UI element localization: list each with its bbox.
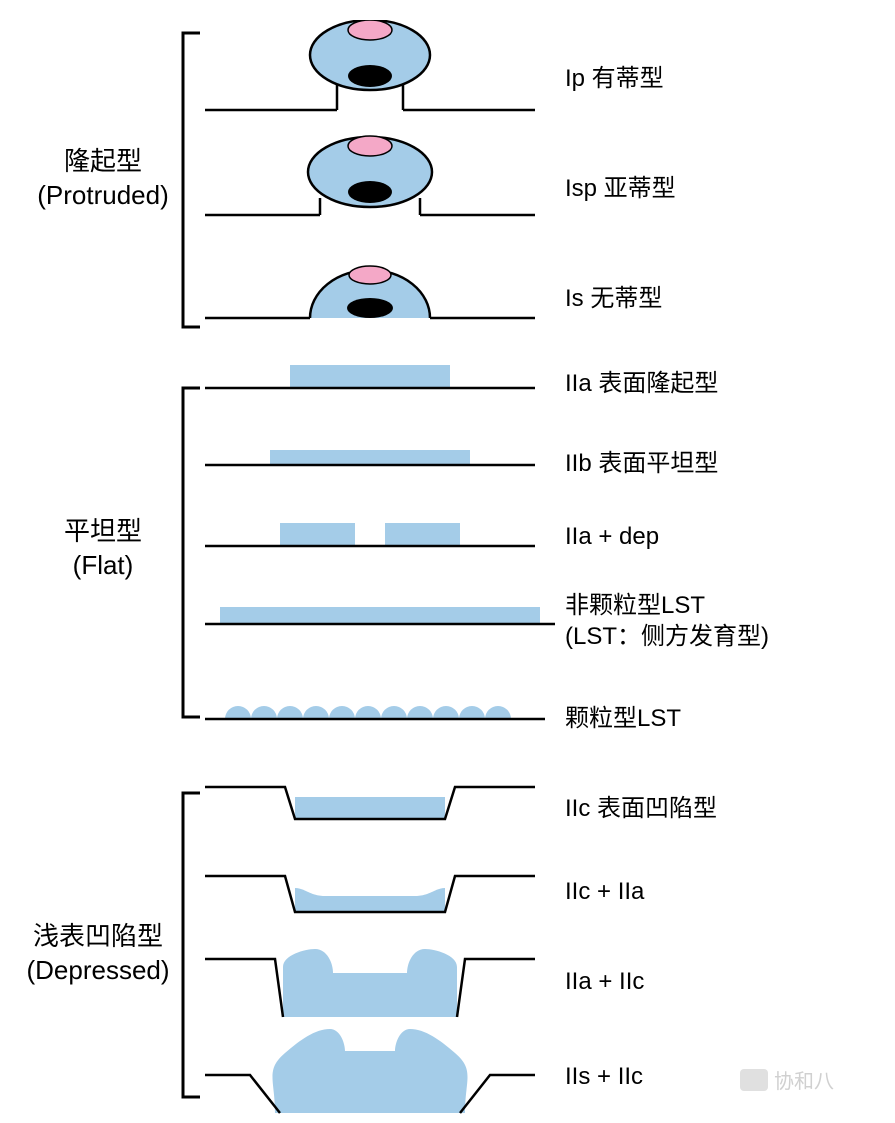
diagram-iib: [205, 432, 535, 472]
category-depressed-label: 浅表凹陷型 (Depressed): [18, 920, 178, 988]
diagram-iis-iic: [205, 1025, 535, 1120]
diagram-iic-iia: [205, 862, 535, 922]
category-protruded-cn: 隆起型: [64, 146, 142, 176]
label-iib: IIb 表面平坦型: [565, 443, 718, 478]
label-is: Is 无蒂型: [565, 278, 662, 313]
label-iic: IIc 表面凹陷型: [565, 788, 717, 823]
label-ip: Ip 有蒂型: [565, 58, 664, 93]
diagram-iia-dep: [205, 510, 535, 555]
wechat-icon: [740, 1069, 768, 1091]
category-protruded-label: 隆起型 (Protruded): [28, 145, 178, 213]
diagram-isp: [205, 130, 535, 230]
label-iis-iic: IIs + IIc: [565, 1063, 643, 1091]
label-isp: Isp 亚蒂型: [565, 168, 676, 203]
label-lst-ng: 非颗粒型LST (LST：侧方发育型): [565, 590, 769, 652]
category-flat-cn: 平坦型: [64, 516, 142, 546]
diagram-iia-iic: [205, 945, 535, 1025]
label-lst-g: 颗粒型LST: [565, 698, 681, 733]
category-protruded-en: (Protruded): [37, 180, 169, 210]
diagram-container: 隆起型 (Protruded) Ip 有蒂型 Isp 亚蒂型 Is 无蒂型: [0, 0, 895, 1123]
bracket-protruded: [175, 30, 205, 330]
label-lst-ng-2: (LST：侧方发育型): [565, 623, 769, 650]
category-flat-en: (Flat): [73, 550, 134, 580]
category-depressed-en: (Depressed): [26, 955, 169, 985]
label-iia-iic: IIa + IIc: [565, 968, 644, 996]
watermark: 协和八: [740, 1065, 834, 1094]
diagram-is: [205, 240, 535, 335]
label-iia-dep: IIa + dep: [565, 523, 659, 551]
diagram-lst-g: [205, 685, 545, 725]
diagram-ip: [205, 20, 535, 120]
diagram-iia: [205, 350, 535, 395]
bracket-flat: [175, 385, 205, 720]
category-depressed-cn: 浅表凹陷型: [33, 921, 163, 951]
label-iia: IIa 表面隆起型: [565, 363, 718, 398]
watermark-text: 协和八: [774, 1065, 834, 1094]
label-lst-ng-1: 非颗粒型LST: [565, 592, 705, 619]
label-iic-iia: IIc + IIa: [565, 878, 644, 906]
bracket-depressed: [175, 790, 205, 1100]
category-flat-label: 平坦型 (Flat): [48, 515, 158, 583]
diagram-lst-ng: [205, 592, 555, 632]
diagram-iic: [205, 775, 535, 830]
